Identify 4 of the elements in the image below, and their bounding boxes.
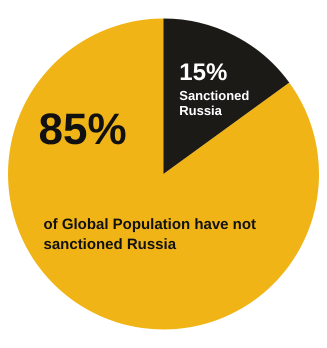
slice-label: Sanctioned Russia [179, 88, 250, 118]
slice-label: of Global Population have not sanctioned Russia [44, 216, 256, 253]
data-label: 15% [179, 59, 228, 86]
data-label: 85% [38, 105, 127, 154]
